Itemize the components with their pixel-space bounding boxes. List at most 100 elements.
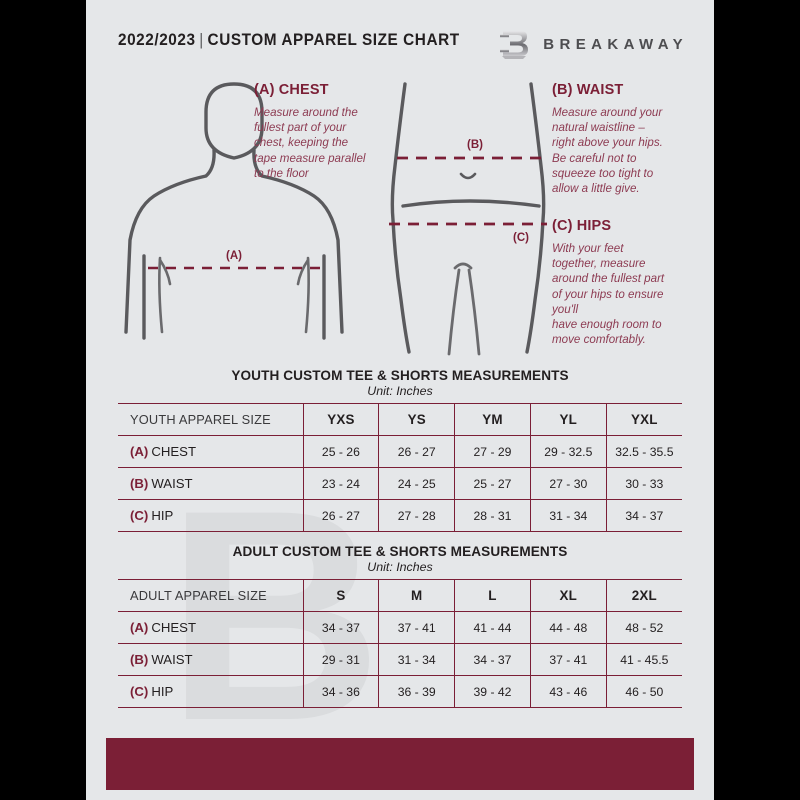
youth-row-0-tag: (A) [130, 444, 149, 459]
title-text: CUSTOM APPAREL SIZE CHART [207, 31, 460, 49]
youth-size-header-label: YOUTH APPAREL SIZE [118, 403, 303, 436]
table-row: (A) CHEST 25 - 26 26 - 27 27 - 29 29 - 32… [118, 435, 682, 468]
hip-measure-label: (C) [513, 232, 529, 244]
chest-measure-label: (A) [226, 250, 242, 262]
adult-size-section: ADULT CUSTOM TEE & SHORTS MEASUREMENTS U… [118, 544, 682, 708]
youth-row-1-name: WAIST [151, 476, 193, 491]
adult-row-0-tag: (A) [130, 620, 149, 635]
adult-table-body: (A) CHEST 34 - 37 37 - 41 41 - 44 44 - 48… [118, 611, 682, 708]
measurement-illustrations: (A) [86, 70, 714, 360]
season-label: 2022/2023 [118, 31, 196, 49]
youth-row-0-label: (A) CHEST [118, 435, 303, 468]
callout-hips-heading: (C) HIPS [552, 218, 612, 234]
table-row: (C) HIP 34 - 36 36 - 39 39 - 42 43 - 46 4… [118, 675, 682, 708]
adult-row-0-val-0: 34 - 37 [302, 611, 379, 644]
youth-row-1-val-1: 24 - 25 [378, 467, 455, 500]
adult-table-title: ADULT CUSTOM TEE & SHORTS MEASUREMENTS [232, 544, 568, 559]
adult-row-1-val-4: 41 - 45.5 [605, 643, 682, 676]
youth-row-2-tag: (C) [130, 508, 149, 523]
adult-size-col-2: L [454, 579, 531, 612]
youth-row-0-val-4: 32.5 - 35.5 [605, 435, 682, 468]
adult-row-0-val-3: 44 - 48 [529, 611, 607, 644]
youth-row-2-val-0: 26 - 27 [302, 499, 379, 532]
brand-lockup: BREAKAWAY [500, 28, 688, 60]
footer-accent-bar [106, 738, 694, 790]
youth-row-1-val-2: 25 - 27 [454, 467, 531, 500]
adult-table-head: ADULT APPAREL SIZE S M L XL 2XL [118, 579, 682, 612]
youth-row-1-val-3: 27 - 30 [529, 467, 607, 500]
youth-row-2-val-3: 31 - 34 [529, 499, 607, 532]
youth-row-0-name: CHEST [151, 444, 197, 459]
adult-row-2-tag: (C) [130, 684, 149, 699]
adult-row-1-tag: (B) [130, 652, 149, 667]
youth-row-2-val-4: 34 - 37 [605, 499, 682, 532]
youth-row-1-tag: (B) [130, 476, 149, 491]
title-separator: | [199, 31, 204, 49]
youth-row-0-val-0: 25 - 26 [302, 435, 379, 468]
table-row: (A) CHEST 34 - 37 37 - 41 41 - 44 44 - 48… [118, 611, 682, 644]
adult-row-1-val-3: 37 - 41 [529, 643, 607, 676]
adult-row-0-name: CHEST [151, 620, 197, 635]
callout-waist: (B) WAIST Measure around your natural wa… [552, 82, 704, 196]
page-title: 2022/2023 | CUSTOM APPAREL SIZE CHART [118, 31, 460, 50]
youth-table-title: YOUTH CUSTOM TEE & SHORTS MEASUREMENTS [231, 368, 569, 383]
torso-figure: (A) [124, 82, 344, 340]
youth-table-body: (A) CHEST 25 - 26 26 - 27 27 - 29 29 - 32… [118, 435, 682, 532]
youth-row-0-val-1: 26 - 27 [378, 435, 455, 468]
callout-hips-body: With your feet together, measure around … [552, 242, 665, 347]
youth-size-section: YOUTH CUSTOM TEE & SHORTS MEASUREMENTS U… [118, 368, 682, 532]
callout-waist-heading: (B) WAIST [552, 82, 624, 98]
callout-chest-body: Measure around the fullest part of your … [254, 106, 366, 180]
adult-header-row: ADULT APPAREL SIZE S M L XL 2XL [118, 579, 682, 612]
youth-header-row: YOUTH APPAREL SIZE YXS YS YM YL YXL [118, 403, 682, 436]
youth-row-2-val-1: 27 - 28 [378, 499, 455, 532]
brand-name: BREAKAWAY [543, 35, 688, 53]
youth-row-2-val-2: 28 - 31 [454, 499, 531, 532]
adult-row-1-val-1: 31 - 34 [378, 643, 455, 676]
youth-size-col-3: YL [529, 403, 607, 436]
youth-row-0-val-3: 29 - 32.5 [529, 435, 607, 468]
adult-size-header-label: ADULT APPAREL SIZE [118, 579, 303, 612]
adult-row-2-val-2: 39 - 42 [454, 675, 531, 708]
adult-size-col-0: S [302, 579, 379, 612]
adult-row-1-val-0: 29 - 31 [302, 643, 379, 676]
size-chart-page: B 2022/2023 | CUSTOM APPAREL SIZE CHART [86, 0, 714, 800]
table-row: (C) HIP 26 - 27 27 - 28 28 - 31 31 - 34 3… [118, 499, 682, 532]
adult-table-unit: Unit: Inches [367, 560, 433, 574]
youth-row-2-label: (C) HIP [118, 499, 303, 532]
adult-row-0-val-2: 41 - 44 [454, 611, 531, 644]
youth-table-head: YOUTH APPAREL SIZE YXS YS YM YL YXL [118, 403, 682, 436]
adult-row-2-val-0: 34 - 36 [302, 675, 379, 708]
youth-table-unit: Unit: Inches [367, 384, 433, 398]
waist-measure-label: (B) [467, 139, 483, 151]
adult-size-col-4: 2XL [605, 579, 682, 612]
adult-row-0-val-4: 48 - 52 [605, 611, 682, 644]
adult-row-2-val-4: 46 - 50 [605, 675, 682, 708]
callout-chest: (A) CHEST Measure around the fullest par… [254, 82, 404, 181]
navel-detail [459, 172, 477, 180]
adult-row-1-label: (B) WAIST [118, 643, 303, 676]
adult-row-1-val-2: 34 - 37 [454, 643, 531, 676]
youth-row-2-name: HIP [151, 508, 174, 523]
youth-size-col-1: YS [378, 403, 455, 436]
adult-row-0-label: (A) CHEST [118, 611, 303, 644]
callout-hips: (C) HIPS With your feet together, measur… [552, 218, 704, 347]
adult-size-col-3: XL [529, 579, 607, 612]
youth-size-col-4: YXL [605, 403, 682, 436]
youth-row-1-val-0: 23 - 24 [302, 467, 379, 500]
adult-size-col-1: M [378, 579, 455, 612]
breakaway-b-logo-icon [500, 31, 529, 59]
callout-chest-heading: (A) CHEST [254, 82, 329, 98]
adult-row-2-label: (C) HIP [118, 675, 303, 708]
youth-row-0-val-2: 27 - 29 [454, 435, 531, 468]
table-row: (B) WAIST 29 - 31 31 - 34 34 - 37 37 - 41… [118, 643, 682, 676]
youth-row-1-val-4: 30 - 33 [605, 467, 682, 500]
callout-waist-body: Measure around your natural waistline – … [552, 106, 663, 196]
adult-row-0-val-1: 37 - 41 [378, 611, 455, 644]
table-row: (B) WAIST 23 - 24 24 - 25 25 - 27 27 - 30… [118, 467, 682, 500]
youth-row-1-label: (B) WAIST [118, 467, 303, 500]
adult-row-1-name: WAIST [151, 652, 193, 667]
lower-body-figure: (B) (C) [389, 82, 547, 356]
page-header: 2022/2023 | CUSTOM APPAREL SIZE CHART [86, 28, 714, 64]
